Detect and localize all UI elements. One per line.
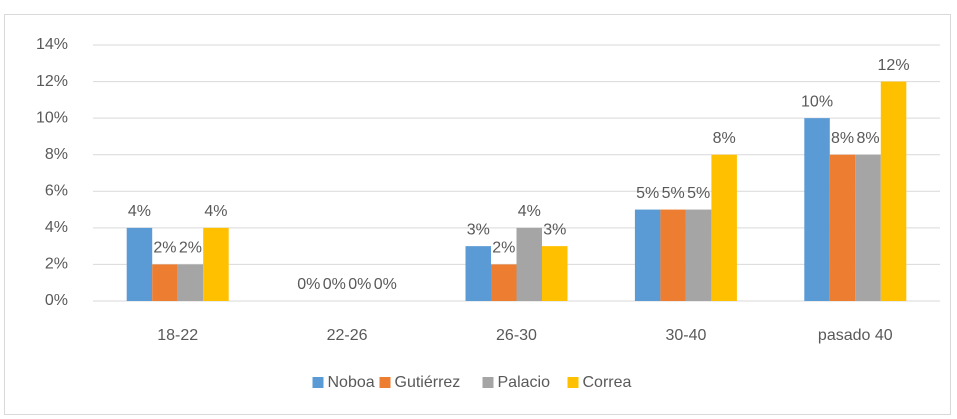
x-tick-label: 18-22 bbox=[157, 327, 198, 344]
bar bbox=[126, 227, 153, 301]
data-label: 4% bbox=[204, 203, 227, 220]
y-tick-label: 8% bbox=[45, 146, 68, 163]
legend-label: Gutiérrez bbox=[395, 374, 461, 391]
bar bbox=[516, 227, 542, 301]
legend-label: Noboa bbox=[328, 374, 375, 391]
legend-swatch bbox=[482, 377, 494, 388]
y-tick-label: 12% bbox=[36, 73, 68, 90]
y-tick-label: 10% bbox=[36, 109, 68, 126]
y-tick-label: 2% bbox=[45, 256, 68, 273]
bar bbox=[634, 209, 661, 301]
y-tick-label: 0% bbox=[45, 292, 68, 309]
data-label: 0% bbox=[374, 276, 397, 293]
bar bbox=[880, 81, 907, 301]
x-tick-label: 26-30 bbox=[496, 327, 537, 344]
data-label: 3% bbox=[467, 221, 490, 238]
data-label: 5% bbox=[687, 185, 710, 202]
bar bbox=[465, 246, 491, 301]
data-label: 2% bbox=[492, 240, 515, 257]
y-tick-label: 14% bbox=[36, 36, 68, 53]
data-label: 4% bbox=[518, 203, 541, 220]
bar bbox=[660, 209, 686, 301]
legend-label: Palacio bbox=[498, 374, 551, 391]
bar bbox=[152, 264, 178, 301]
legend-swatch bbox=[312, 377, 324, 388]
data-label: 8% bbox=[713, 130, 736, 147]
legend-label: Correa bbox=[583, 374, 632, 391]
data-label: 0% bbox=[297, 276, 320, 293]
y-tick-label: 6% bbox=[45, 183, 68, 200]
data-label: 5% bbox=[636, 185, 659, 202]
data-label: 10% bbox=[801, 93, 833, 110]
bar bbox=[685, 209, 712, 301]
x-tick-label: pasado 40 bbox=[818, 327, 893, 344]
data-label: 3% bbox=[543, 221, 566, 238]
bar bbox=[829, 154, 856, 301]
legend-swatch bbox=[567, 377, 579, 388]
data-label: 8% bbox=[856, 130, 879, 147]
y-tick-label: 4% bbox=[45, 219, 68, 236]
x-tick-label: 22-26 bbox=[327, 327, 368, 344]
data-label: 4% bbox=[128, 203, 151, 220]
legend-swatch bbox=[379, 377, 391, 388]
bar bbox=[804, 118, 830, 302]
bar bbox=[542, 246, 568, 301]
data-label: 8% bbox=[831, 130, 854, 147]
data-label: 0% bbox=[323, 276, 346, 293]
data-label: 0% bbox=[348, 276, 371, 293]
bar bbox=[855, 154, 881, 301]
bar bbox=[491, 264, 517, 301]
data-label: 2% bbox=[153, 240, 176, 257]
data-label: 5% bbox=[662, 185, 685, 202]
data-label: 12% bbox=[878, 57, 910, 74]
bar bbox=[711, 154, 737, 301]
x-tick-label: 30-40 bbox=[665, 327, 706, 344]
bar bbox=[177, 264, 204, 301]
bar bbox=[203, 227, 229, 301]
data-label: 2% bbox=[179, 240, 202, 257]
